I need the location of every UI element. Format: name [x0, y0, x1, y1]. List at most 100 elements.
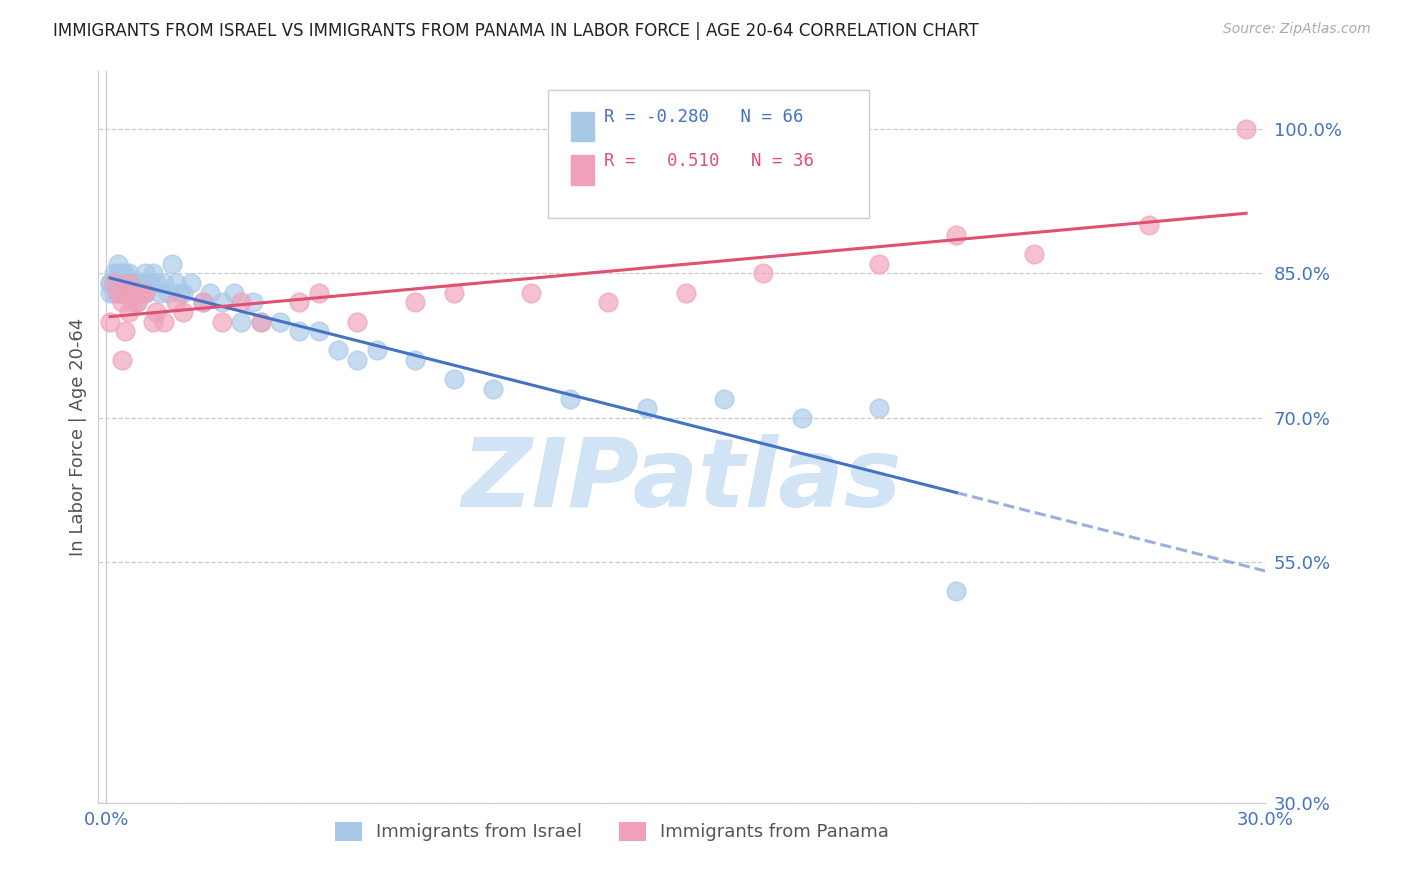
Text: Source: ZipAtlas.com: Source: ZipAtlas.com	[1223, 22, 1371, 37]
Point	[141, 267, 163, 281]
Point	[107, 276, 129, 290]
Text: R =   0.510   N = 36: R = 0.510 N = 36	[603, 153, 814, 170]
Point	[200, 285, 222, 300]
Point	[114, 276, 136, 290]
Point	[404, 295, 426, 310]
Point	[326, 343, 349, 358]
Point	[675, 285, 697, 300]
Point	[1139, 219, 1161, 233]
Point	[160, 257, 183, 271]
Point	[346, 315, 368, 329]
Point	[134, 285, 156, 300]
Point	[103, 285, 125, 300]
Point	[122, 276, 145, 290]
Point	[211, 315, 233, 329]
Point	[222, 285, 245, 300]
Point	[443, 285, 465, 300]
Point	[110, 276, 132, 290]
Point	[141, 315, 163, 329]
Point	[134, 285, 156, 300]
Point	[122, 276, 145, 290]
Point	[1234, 122, 1257, 136]
Point	[129, 285, 152, 300]
Point	[191, 295, 214, 310]
Point	[945, 584, 967, 599]
Y-axis label: In Labor Force | Age 20-64: In Labor Force | Age 20-64	[69, 318, 87, 557]
Point	[172, 305, 194, 319]
Point	[156, 285, 179, 300]
Point	[125, 295, 148, 310]
Point	[211, 295, 233, 310]
Bar	[571, 155, 595, 185]
Point	[481, 382, 503, 396]
Point	[153, 315, 176, 329]
Point	[103, 276, 125, 290]
Point	[1022, 247, 1045, 261]
Point	[598, 295, 620, 310]
Point	[110, 285, 132, 300]
Point	[165, 276, 187, 290]
Point	[103, 267, 125, 281]
Point	[945, 227, 967, 242]
Point	[231, 315, 253, 329]
Point	[636, 401, 658, 416]
Point	[180, 276, 202, 290]
Point	[107, 257, 129, 271]
Point	[404, 353, 426, 368]
Point	[520, 285, 543, 300]
Point	[191, 295, 214, 310]
Point	[288, 324, 311, 338]
Point	[308, 324, 330, 338]
Point	[868, 401, 890, 416]
Point	[868, 257, 890, 271]
FancyBboxPatch shape	[548, 90, 869, 218]
Point	[231, 295, 253, 310]
Point	[110, 285, 132, 300]
Point	[114, 267, 136, 281]
Point	[790, 410, 813, 425]
Point	[118, 267, 141, 281]
Text: ZIPatlas: ZIPatlas	[461, 434, 903, 527]
Point	[558, 392, 581, 406]
Point	[134, 276, 156, 290]
Point	[145, 305, 167, 319]
Point	[122, 295, 145, 310]
Text: IMMIGRANTS FROM ISRAEL VS IMMIGRANTS FROM PANAMA IN LABOR FORCE | AGE 20-64 CORR: IMMIGRANTS FROM ISRAEL VS IMMIGRANTS FRO…	[53, 22, 979, 40]
Point	[752, 267, 775, 281]
Point	[713, 392, 735, 406]
Point	[107, 285, 129, 300]
Point	[134, 267, 156, 281]
Point	[169, 285, 191, 300]
Point	[103, 276, 125, 290]
Point	[114, 276, 136, 290]
Point	[110, 295, 132, 310]
Point	[125, 285, 148, 300]
Point	[129, 276, 152, 290]
Text: R = -0.280   N = 66: R = -0.280 N = 66	[603, 109, 803, 127]
Point	[114, 324, 136, 338]
Point	[107, 267, 129, 281]
Legend: Immigrants from Israel, Immigrants from Panama: Immigrants from Israel, Immigrants from …	[328, 814, 896, 848]
Point	[308, 285, 330, 300]
Point	[118, 305, 141, 319]
Point	[114, 285, 136, 300]
Point	[288, 295, 311, 310]
Point	[242, 295, 264, 310]
Point	[346, 353, 368, 368]
Point	[98, 285, 121, 300]
Point	[110, 353, 132, 368]
Point	[172, 285, 194, 300]
Point	[98, 315, 121, 329]
Point	[98, 276, 121, 290]
Point	[149, 285, 172, 300]
Point	[118, 276, 141, 290]
Point	[118, 285, 141, 300]
Point	[153, 276, 176, 290]
Point	[138, 276, 160, 290]
Point	[269, 315, 291, 329]
Point	[165, 295, 187, 310]
Point	[249, 315, 271, 329]
Point	[125, 295, 148, 310]
Point	[249, 315, 271, 329]
Point	[145, 276, 167, 290]
